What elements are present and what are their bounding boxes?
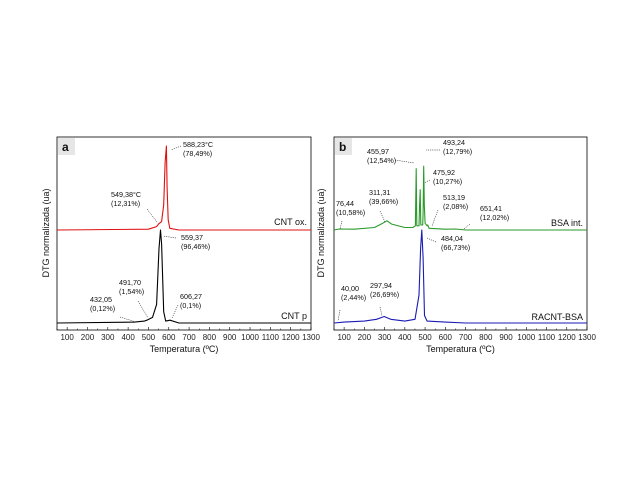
- annotation-value: 513,19: [443, 193, 465, 202]
- y-axis-title: DTG normalizada (ua): [316, 188, 326, 277]
- annotation-value: 40,00: [341, 284, 359, 293]
- annotation-value: 297,94: [370, 281, 392, 290]
- x-tick-label: 400: [398, 333, 412, 342]
- annotation-percent: (66,73%): [441, 243, 470, 252]
- annotation-leader: [337, 309, 341, 322]
- annotation-percent: (12,54%): [367, 156, 396, 165]
- panel-label-badge: [335, 138, 352, 155]
- x-tick-label: 300: [101, 333, 115, 342]
- annotation-leader: [423, 179, 431, 184]
- annotation-percent: (0,12%): [90, 304, 115, 313]
- annotation-leader: [379, 210, 386, 223]
- annotation-leader: [426, 237, 437, 243]
- x-tick-label: 1000: [517, 333, 535, 342]
- x-tick-label: 100: [337, 333, 351, 342]
- y-axis-title: DTG normalizada (ua): [41, 188, 51, 277]
- panel-label: b: [339, 140, 346, 154]
- annotation-leader: [119, 316, 137, 323]
- x-tick-label: 1000: [241, 333, 259, 342]
- x-tick-label: 500: [418, 333, 432, 342]
- x-tick-label: 1300: [302, 333, 320, 342]
- annotation-leader: [339, 220, 343, 230]
- panel-a: a 100 200 300 400 500 600 700 800 900 1000 1100 1200…: [41, 136, 320, 354]
- x-tick-label: 200: [81, 333, 95, 342]
- annotation-value: 549,38°C: [111, 190, 141, 199]
- x-tick-label: 600: [439, 333, 453, 342]
- series-line-2: [333, 229, 587, 324]
- x-tick-label: 700: [182, 333, 196, 342]
- x-axis-title: Temperatura (ºC): [150, 344, 219, 354]
- annotation-leader: [463, 223, 471, 230]
- annotation-percent: (12,79%): [443, 147, 472, 156]
- annotation-percent: (96,46%): [181, 242, 210, 251]
- annotation-percent: (0,1%): [180, 301, 201, 310]
- annotation-value: 493,24: [443, 138, 465, 147]
- x-tick-label: 1200: [558, 333, 576, 342]
- x-tick-label: 800: [203, 333, 217, 342]
- plot-frame: [56, 136, 312, 331]
- annotation-percent: (2,08%): [443, 202, 468, 211]
- series-label-2: RACNT-BSA: [531, 312, 583, 322]
- panel-b: b 100 200 300 400 500 600 700 800 900 1000 1100 1200…: [316, 136, 596, 354]
- annotation-value: 651,41: [480, 204, 502, 213]
- plot-frame: [333, 136, 588, 331]
- panel-label: a: [62, 140, 69, 154]
- annotation-value: 475,92: [433, 168, 455, 177]
- annotation-leader: [379, 306, 383, 317]
- x-tick-label: 800: [479, 333, 493, 342]
- series-label-2: CNT p: [281, 311, 307, 321]
- annotation-percent: (2,44%): [341, 293, 366, 302]
- x-tick-label: 600: [162, 333, 176, 342]
- panel-label-badge: [58, 138, 75, 155]
- x-tick-label: 700: [459, 333, 473, 342]
- annotation-value: 484,04: [441, 234, 463, 243]
- annotation-value: 588,23°C: [183, 140, 213, 149]
- annotation-leader: [431, 209, 439, 227]
- annotation-percent: (1,54%): [119, 287, 144, 296]
- annotation-percent: (12,02%): [480, 213, 509, 222]
- annotation-leader: [146, 208, 158, 223]
- x-tick-label: 1100: [262, 333, 280, 342]
- series-line-1: [56, 145, 311, 231]
- x-axis-title: Temperatura (ºC): [426, 344, 495, 354]
- annotation-value: 311,31: [369, 188, 390, 197]
- annotation-value: 606,27: [180, 292, 202, 301]
- annotation-value: 559,37: [181, 233, 203, 242]
- annotation-leader: [394, 159, 415, 164]
- x-tick-label: 1100: [538, 333, 556, 342]
- annotation-percent: (26,69%): [370, 290, 399, 299]
- annotation-percent: (39,66%): [369, 197, 398, 206]
- annotation-percent: (10,58%): [336, 208, 365, 217]
- annotation-leader: [162, 235, 177, 239]
- x-tick-label: 1300: [578, 333, 596, 342]
- x-tick-label: 300: [378, 333, 392, 342]
- x-tick-label: 900: [499, 333, 513, 342]
- annotation-value: 491,70: [119, 278, 141, 287]
- series-label-1: CNT ox.: [274, 217, 307, 227]
- x-tick-label: 400: [121, 333, 135, 342]
- x-tick-label: 1200: [282, 333, 300, 342]
- annotation-leader: [170, 145, 182, 151]
- annotation-leader: [137, 300, 149, 319]
- x-tick-label: 100: [60, 333, 74, 342]
- x-tick-label: 900: [223, 333, 237, 342]
- annotation-percent: (12,31%): [111, 199, 140, 208]
- annotation-value: 455,97: [367, 147, 389, 156]
- x-tick-label: 200: [358, 333, 372, 342]
- series-line-2: [56, 229, 311, 324]
- series-label-1: BSA int.: [551, 218, 583, 228]
- annotation-percent: (10,27%): [433, 177, 462, 186]
- annotation-value: 432,05: [90, 295, 112, 304]
- annotation-leader: [171, 304, 179, 319]
- annotation-percent: (78,49%): [183, 149, 212, 158]
- annotation-value: 76,44: [336, 199, 354, 208]
- x-tick-label: 500: [142, 333, 156, 342]
